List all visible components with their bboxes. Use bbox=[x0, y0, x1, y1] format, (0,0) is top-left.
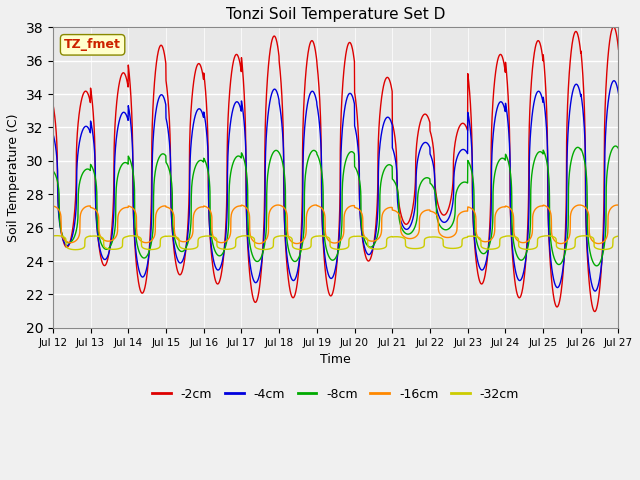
-8cm bbox=[612, 143, 620, 149]
-16cm bbox=[604, 231, 611, 237]
Line: -16cm: -16cm bbox=[53, 205, 618, 243]
-16cm bbox=[595, 240, 602, 246]
-8cm bbox=[291, 259, 298, 264]
-8cm bbox=[49, 168, 57, 173]
-32cm bbox=[52, 233, 60, 239]
Text: TZ_fmet: TZ_fmet bbox=[64, 38, 121, 51]
-32cm bbox=[266, 246, 274, 252]
-16cm bbox=[266, 208, 273, 214]
-32cm bbox=[614, 233, 622, 239]
-4cm bbox=[113, 128, 121, 133]
-32cm bbox=[147, 247, 155, 252]
-32cm bbox=[72, 247, 79, 252]
-4cm bbox=[266, 99, 273, 105]
-4cm bbox=[614, 90, 622, 96]
-4cm bbox=[604, 105, 611, 110]
X-axis label: Time: Time bbox=[320, 353, 351, 366]
-4cm bbox=[543, 124, 550, 130]
-2cm bbox=[610, 24, 618, 30]
-8cm bbox=[266, 159, 273, 165]
-2cm bbox=[49, 101, 57, 107]
Line: -2cm: -2cm bbox=[53, 27, 618, 312]
-16cm bbox=[113, 230, 121, 236]
-4cm bbox=[610, 78, 618, 84]
Line: -8cm: -8cm bbox=[53, 146, 618, 266]
-16cm bbox=[49, 203, 57, 209]
-2cm bbox=[614, 47, 622, 52]
-2cm bbox=[604, 59, 611, 65]
-32cm bbox=[114, 246, 122, 252]
-4cm bbox=[591, 288, 599, 294]
-8cm bbox=[147, 242, 155, 248]
-16cm bbox=[614, 202, 622, 208]
-32cm bbox=[49, 233, 57, 239]
-2cm bbox=[147, 214, 155, 219]
-8cm bbox=[543, 157, 550, 163]
-32cm bbox=[543, 233, 550, 239]
Title: Tonzi Soil Temperature Set D: Tonzi Soil Temperature Set D bbox=[226, 7, 445, 22]
-16cm bbox=[291, 240, 298, 246]
-4cm bbox=[147, 229, 155, 235]
Line: -4cm: -4cm bbox=[53, 81, 618, 291]
-8cm bbox=[593, 263, 600, 269]
-2cm bbox=[591, 309, 598, 314]
-4cm bbox=[291, 277, 298, 283]
-8cm bbox=[113, 176, 121, 181]
-8cm bbox=[614, 146, 622, 152]
-2cm bbox=[266, 50, 273, 56]
-4cm bbox=[49, 131, 57, 136]
Y-axis label: Soil Temperature (C): Soil Temperature (C) bbox=[7, 113, 20, 242]
-2cm bbox=[113, 94, 121, 99]
-16cm bbox=[543, 204, 550, 209]
-2cm bbox=[291, 294, 298, 300]
Line: -32cm: -32cm bbox=[53, 236, 618, 250]
-32cm bbox=[291, 245, 298, 251]
-32cm bbox=[604, 246, 612, 252]
-2cm bbox=[543, 101, 550, 107]
-16cm bbox=[614, 202, 621, 208]
-16cm bbox=[147, 238, 155, 244]
Legend: -2cm, -4cm, -8cm, -16cm, -32cm: -2cm, -4cm, -8cm, -16cm, -32cm bbox=[147, 383, 524, 406]
-8cm bbox=[604, 166, 611, 171]
